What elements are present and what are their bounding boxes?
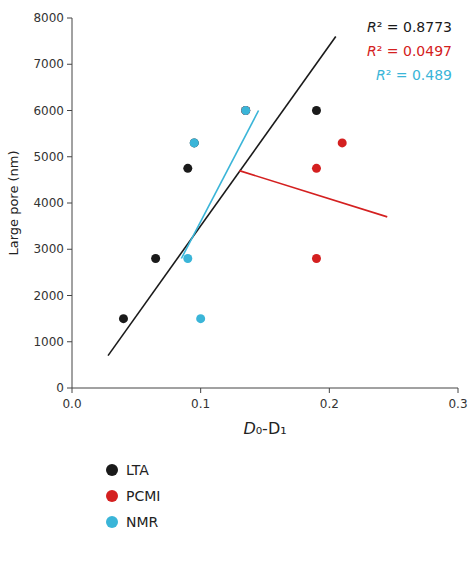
y-tick xyxy=(67,388,72,389)
y-tick-label: 2000 xyxy=(33,289,64,303)
scatter-point xyxy=(312,106,321,115)
legend: LTA PCMI NMR xyxy=(106,462,160,530)
scatter-point xyxy=(183,254,192,263)
scatter-point xyxy=(312,164,321,173)
scatter-point xyxy=(151,254,160,263)
legend-marker xyxy=(106,490,118,502)
x-tick-label: 0.2 xyxy=(320,397,339,411)
scatter-point xyxy=(312,254,321,263)
legend-label: LTA xyxy=(126,462,149,478)
y-tick xyxy=(67,203,72,204)
x-tick-label: 0.1 xyxy=(191,397,210,411)
x-tick-label: 0.0 xyxy=(62,397,81,411)
x-tick xyxy=(458,388,459,393)
scatter-point xyxy=(183,164,192,173)
scatter-point xyxy=(190,138,199,147)
y-tick xyxy=(67,249,72,250)
axes: 0.0 0.1 0.2 0.3 0 1000 2000 3000 4000 5000 6000 700… xyxy=(33,11,467,411)
y-axis-label: Large pore (nm) xyxy=(6,150,21,255)
y-tick-label: 1000 xyxy=(33,335,64,349)
scatter-point xyxy=(241,106,250,115)
x-tick xyxy=(72,388,73,393)
y-tick-label: 3000 xyxy=(33,242,64,256)
y-tick xyxy=(67,18,72,19)
y-tick xyxy=(67,295,72,296)
plot-area xyxy=(108,37,387,356)
trend-line xyxy=(108,37,336,356)
x-tick xyxy=(329,388,330,393)
x-tick xyxy=(200,388,201,393)
scatter-point xyxy=(241,106,250,115)
x-axis-line xyxy=(72,388,458,389)
annotation: R² = 0.0497 xyxy=(367,43,452,59)
y-tick-label: 5000 xyxy=(33,150,64,164)
legend-label: PCMI xyxy=(126,488,160,504)
legend-label: NMR xyxy=(126,514,159,530)
scatter-point xyxy=(119,314,128,323)
annotation: R² = 0.489 xyxy=(376,67,452,83)
chart: 0.0 0.1 0.2 0.3 0 1000 2000 3000 4000 5000 6000 700… xyxy=(0,0,474,579)
y-tick-label: 8000 xyxy=(33,11,64,25)
legend-marker xyxy=(106,516,118,528)
legend-marker xyxy=(106,464,118,476)
y-tick-label: 0 xyxy=(56,381,64,395)
scatter-point xyxy=(190,138,199,147)
y-tick xyxy=(67,110,72,111)
x-axis-label: D₀-D₁ xyxy=(243,419,286,438)
scatter-point xyxy=(241,106,250,115)
y-tick-label: 4000 xyxy=(33,196,64,210)
annotation: R² = 0.8773 xyxy=(367,19,452,35)
y-tick xyxy=(67,156,72,157)
trend-line xyxy=(239,171,387,217)
scatter-point xyxy=(196,314,205,323)
x-tick-label: 0.3 xyxy=(448,397,467,411)
scatter-point xyxy=(338,138,347,147)
y-tick-label: 7000 xyxy=(33,57,64,71)
y-tick xyxy=(67,64,72,65)
y-tick-label: 6000 xyxy=(33,104,64,118)
trend-line xyxy=(181,111,258,259)
y-tick xyxy=(67,341,72,342)
